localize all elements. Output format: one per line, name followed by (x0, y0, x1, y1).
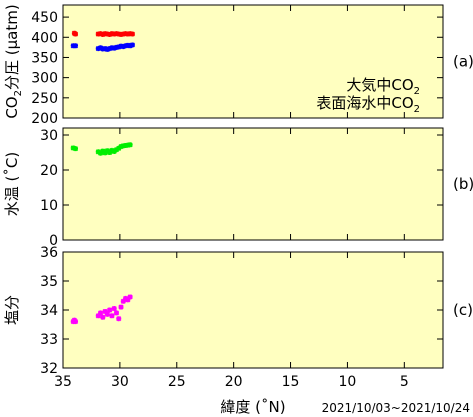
y-tick-label: 34 (40, 303, 58, 319)
data-point (127, 43, 133, 49)
data-point (127, 294, 133, 300)
x-axis-title: 緯度 (˚N) (220, 398, 285, 416)
y-axis-title: CO2分圧 (µatm) (3, 4, 24, 118)
y-axis-title-rest: 分圧 (µatm) (3, 4, 21, 90)
panel-label: (a) (453, 53, 473, 71)
legend-item: 大気中CO2 (346, 76, 420, 97)
plot-area (62, 4, 444, 119)
data-point (104, 148, 110, 154)
data-point (72, 319, 79, 325)
y-tick-label: 33 (40, 332, 58, 348)
data-point (111, 45, 117, 51)
panel-3: 32 33 34 35 36 (c) 塩分 (3, 245, 473, 377)
data-point (120, 298, 126, 304)
legend-text-main: 表面海水中CO (316, 94, 413, 112)
data-point (109, 147, 115, 153)
x-tick-label: 10 (339, 374, 357, 390)
x-tick-label: 15 (282, 374, 300, 390)
data-point (100, 31, 106, 38)
x-tick-label: 5 (400, 374, 409, 390)
data-point (97, 150, 104, 156)
data-point (102, 150, 108, 156)
data-point (127, 142, 133, 148)
y-axis-title: 水温 (˚C) (3, 152, 21, 216)
date-range: 2021/10/03~2021/10/24 (322, 401, 470, 415)
data-point (95, 46, 101, 52)
data-point (129, 31, 135, 37)
data-point (116, 316, 122, 322)
legend-item: 表面海水中CO2 (316, 94, 420, 115)
y-tick-label: 450 (31, 10, 58, 26)
y-tick-label: 32 (40, 361, 58, 377)
legend-text-main: 大気中CO (346, 76, 413, 94)
data-point (104, 46, 110, 52)
plot-area (62, 251, 444, 369)
y-axis-title-main: CO (3, 96, 21, 118)
x-tick-label: 30 (111, 374, 129, 390)
data-point (116, 44, 122, 50)
data-point (72, 43, 79, 49)
data-point (111, 148, 117, 155)
series-2 (70, 42, 135, 52)
panel-label: (b) (453, 175, 473, 193)
y-tick-label: 10 (40, 198, 58, 214)
x-tick-label: 25 (168, 374, 186, 390)
y-tick-label: 350 (31, 50, 58, 66)
y-tick-label: 36 (40, 245, 58, 261)
y-tick-label: 20 (40, 163, 58, 179)
y-tick-label: 200 (31, 111, 58, 127)
data-point (72, 146, 79, 152)
data-point (100, 148, 106, 154)
data-point (100, 314, 106, 320)
legend-text-sub: 2 (414, 86, 420, 97)
data-point (95, 313, 101, 319)
data-point (120, 44, 126, 50)
y-axis-title-sub: 2 (13, 90, 24, 96)
data-point (104, 311, 110, 317)
data-point (113, 310, 120, 316)
legend-text-sub: 2 (414, 104, 420, 115)
data-point (107, 149, 113, 156)
y-axis-title: 塩分 (3, 295, 21, 325)
data-point (102, 46, 108, 52)
y-tick-label: 0 (49, 233, 58, 249)
y-tick-label: 400 (31, 30, 58, 46)
data-point (129, 42, 135, 48)
data-point (97, 31, 104, 37)
data-point (107, 31, 113, 38)
panel-label: (c) (453, 301, 473, 319)
data-point (109, 313, 115, 319)
series-1 (71, 30, 135, 38)
y-tick-label: 300 (31, 71, 58, 87)
data-point (107, 307, 113, 313)
data-point (116, 145, 122, 151)
data-point (118, 304, 124, 310)
data-point (107, 46, 113, 52)
y-tick-label: 250 (31, 91, 58, 107)
y-tick-label: 35 (40, 274, 58, 290)
y-tick-label: 30 (40, 128, 58, 144)
series-1 (70, 142, 133, 156)
data-point (125, 297, 131, 303)
series-1 (70, 294, 133, 325)
data-point (102, 308, 108, 315)
data-point (97, 310, 104, 316)
x-tick-label: 35 (54, 374, 72, 390)
panel-2: 0 10 20 30 (b) 水温 (˚C) (3, 127, 473, 249)
x-tick-label: 20 (225, 374, 243, 390)
data-point (111, 305, 117, 312)
data-point (72, 31, 79, 37)
